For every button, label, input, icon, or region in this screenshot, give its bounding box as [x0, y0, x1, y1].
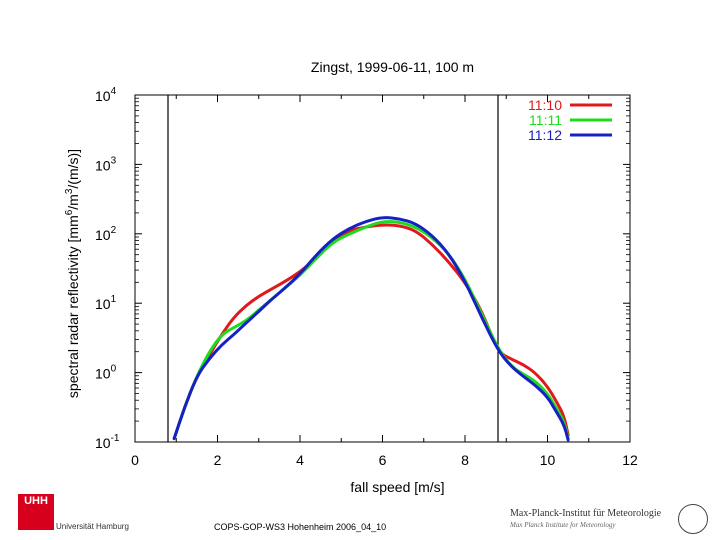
- x-tick-label: 6: [379, 452, 387, 468]
- mpi-seal-icon: [678, 504, 708, 534]
- plot-frame: [134, 94, 631, 443]
- y-tick-label: 103: [95, 155, 117, 173]
- x-tick-label: 10: [540, 452, 556, 468]
- x-tick-label: 2: [214, 452, 222, 468]
- series-line-1112: [172, 216, 570, 442]
- y-tick-label: 101: [95, 294, 117, 312]
- uhh-logo-text: UHH: [24, 495, 48, 507]
- legend-label: 11:12: [528, 127, 562, 143]
- university-name: Universität Hamburg: [56, 522, 129, 531]
- x-tick-label: 0: [131, 452, 139, 468]
- y-tick-label: 10-1: [95, 433, 120, 451]
- chart-title: Zingst, 1999-06-11, 100 m: [311, 59, 474, 75]
- y-tick-label: 102: [95, 225, 117, 243]
- series-line-1110: [172, 223, 570, 441]
- x-tick-label: 8: [461, 452, 469, 468]
- institute-subtitle: Max Planck Institute for Meteorology: [510, 521, 616, 529]
- y-tick-label: 100: [95, 364, 117, 382]
- legend-label: 11:11: [529, 112, 562, 128]
- legend-label: 11:10: [528, 97, 562, 113]
- series-line-1111: [172, 220, 570, 441]
- uhh-logo-block: UHH Universität Hamburg: [18, 494, 158, 534]
- x-tick-label: 12: [622, 452, 638, 468]
- mpi-logo-block: Max-Planck-Institut für Meteorologie Max…: [510, 502, 710, 538]
- x-tick-label: 4: [296, 452, 304, 468]
- institute-name: Max-Planck-Institut für Meteorologie: [510, 508, 662, 519]
- citation-text: COPS-GOP-WS3 Hohenheim 2006_04_10: [214, 522, 387, 532]
- x-axis-label: fall speed [m/s]: [350, 479, 444, 495]
- y-tick-label: 104: [95, 86, 117, 104]
- uhh-logo: UHH: [18, 494, 54, 530]
- y-axis-label: spectral radar reflectivity [mm6/m3/(m/s…: [64, 149, 81, 398]
